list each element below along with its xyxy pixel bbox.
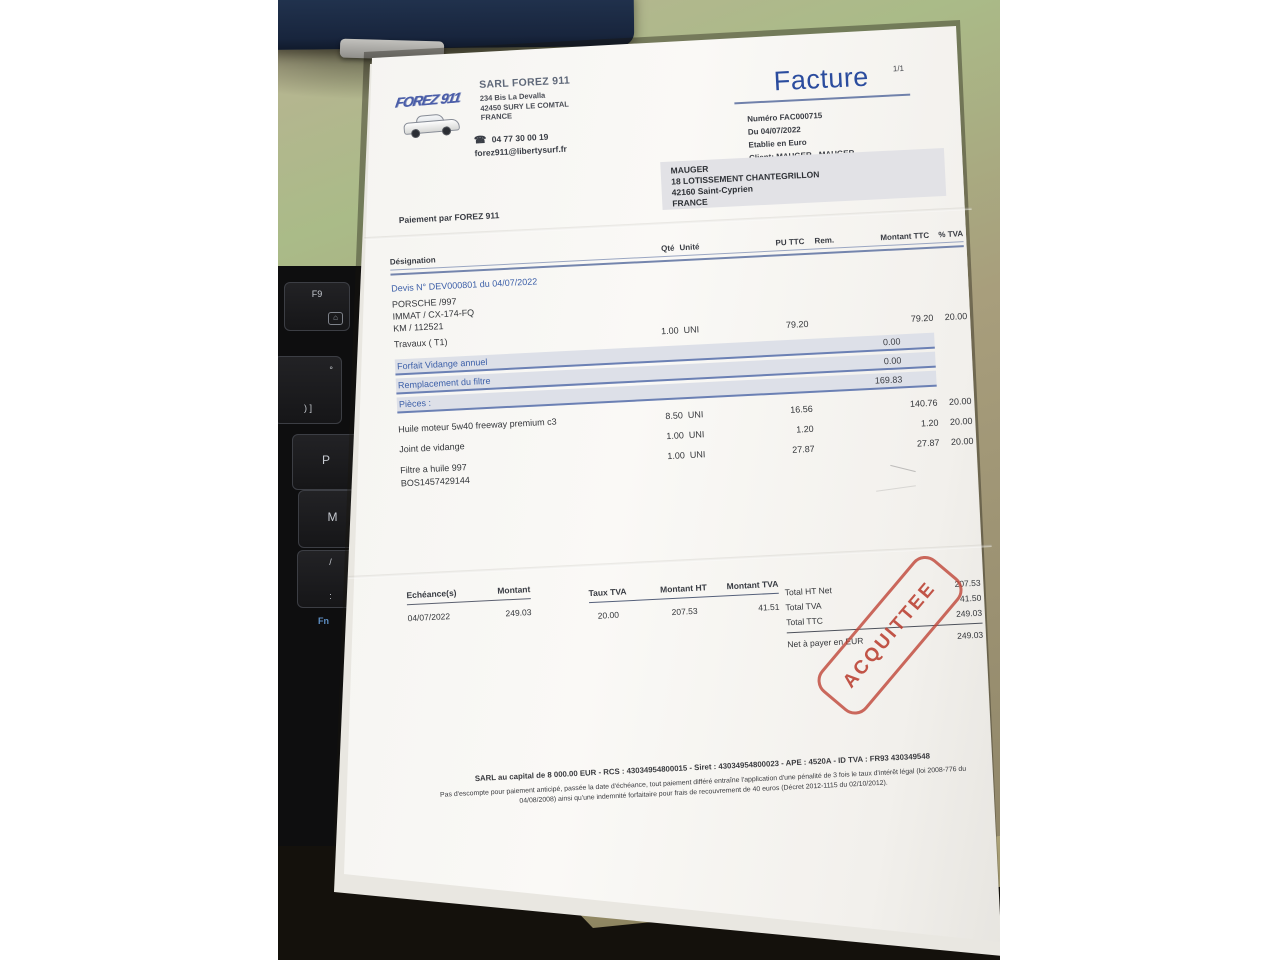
client-address-box: MAUGER 18 LOTISSEMENT CHANTEGRILLON 4216… [660,147,947,211]
key-fn-label: Fn [318,616,329,626]
key-m-label: M [327,510,338,524]
company-name: SARL FOREZ 911 [478,74,571,91]
schedule-table: Echéance(s) Montant 04/07/2022 249.03 [406,584,532,624]
invoice-title: Facture [773,61,870,97]
vat-row: 20.00 207.53 41.51 [597,601,780,621]
home-icon: ⌂ [328,312,343,325]
key-degree-label: ° [329,365,333,375]
vat-table: Taux TVA Montant HT Montant TVA 20.00 20… [588,578,780,621]
key-degree: ° ) ] [278,356,342,424]
key-colon-label: : [329,591,332,601]
key-p: P [292,434,360,490]
items-table: Désignation Qté Unité PU TTC Rem. Montan… [389,227,975,489]
key-p-label: P [321,453,330,467]
company-email: forez911@libertysurf.fr [474,143,568,159]
invoice-footer: SARL au capital de 8 000.00 EUR - RCS : … [431,749,974,810]
key-f9-label: F9 [311,289,323,299]
key-f9: F9 ⌂ [284,282,350,331]
invoice-header: Facture Numéro FAC000715 Du 04/07/2022 E… [733,60,914,166]
key-slash-label: / [329,557,332,567]
key-bracket-label: ) ] [304,403,312,413]
company-address: 234 Bis La Devalla 42450 SURY LE COMTAL … [479,90,570,122]
logo-text: FOREZ 911 [394,89,462,111]
company-contact: ☎ 04 77 30 00 19 forez911@libertysurf.fr [474,131,567,159]
summary-section: Echéance(s) Montant 04/07/2022 249.03 Ta… [406,551,983,650]
car-logo-icon [403,111,461,139]
desk-photo: F9 ⌂ ° ) ] P M / : Fn FOREZ 911 [278,0,1000,960]
schedule-row: 04/07/2022 249.03 [407,607,532,624]
payment-note: Paiement par FOREZ 911 [398,210,500,226]
phone-icon: ☎ [473,134,487,147]
invoice-content: FOREZ 911 SARL FOREZ 911 234 Bis La Deva… [378,35,997,893]
company-logo: FOREZ 911 [394,88,482,139]
